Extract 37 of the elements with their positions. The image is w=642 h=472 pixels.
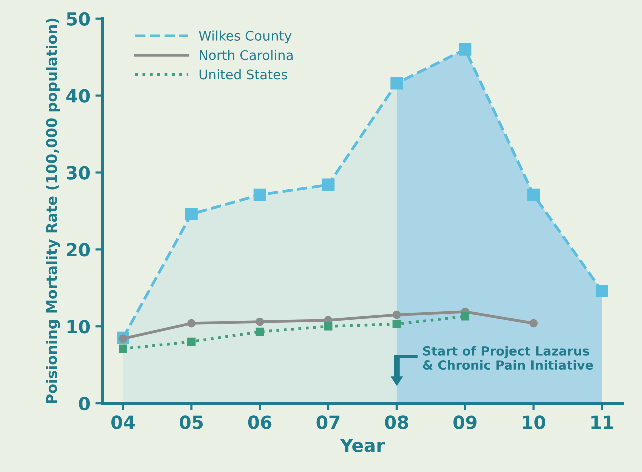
x-tick-label: 08 — [385, 416, 408, 430]
point — [119, 344, 128, 354]
legend-label: North Carolina — [200, 50, 293, 60]
point — [256, 328, 264, 336]
point — [392, 310, 402, 320]
x-tick-label: 04 — [112, 416, 135, 430]
x-tick-label: 06 — [248, 416, 272, 430]
point — [322, 178, 335, 192]
y-tick-label: 40 — [66, 89, 90, 103]
x-tick-label: 07 — [316, 416, 340, 430]
point — [530, 319, 538, 328]
legend-label: United States — [200, 69, 288, 80]
point — [596, 284, 608, 298]
point — [254, 188, 266, 202]
point — [461, 312, 470, 321]
point — [185, 208, 198, 221]
point — [324, 322, 333, 331]
x-tick-label: 11 — [592, 416, 614, 430]
point — [528, 188, 540, 202]
x-tick-label: 05 — [180, 416, 203, 430]
point — [188, 319, 196, 328]
point — [390, 77, 404, 90]
point — [459, 43, 472, 56]
point — [188, 338, 196, 346]
y-tick-label: 0 — [79, 397, 90, 411]
y-tick-label: 30 — [66, 166, 90, 180]
x-axis-title: Year — [340, 438, 386, 452]
y-tick-label: 50 — [67, 12, 90, 26]
annotation: Start of Project Lazarus & Chronic Pain Initiative — [423, 346, 594, 370]
x-tick-label: 09 — [454, 416, 477, 430]
point — [392, 320, 402, 328]
x-tick-label: 10 — [523, 416, 546, 430]
y-tick-label: 10 — [68, 320, 90, 334]
y-tick-label: 20 — [67, 243, 90, 257]
legend-label: Wilkes County — [199, 30, 292, 44]
y-axis-title: Poisioning Mortality Rate (100,000 population) — [46, 18, 60, 404]
point — [256, 318, 264, 326]
